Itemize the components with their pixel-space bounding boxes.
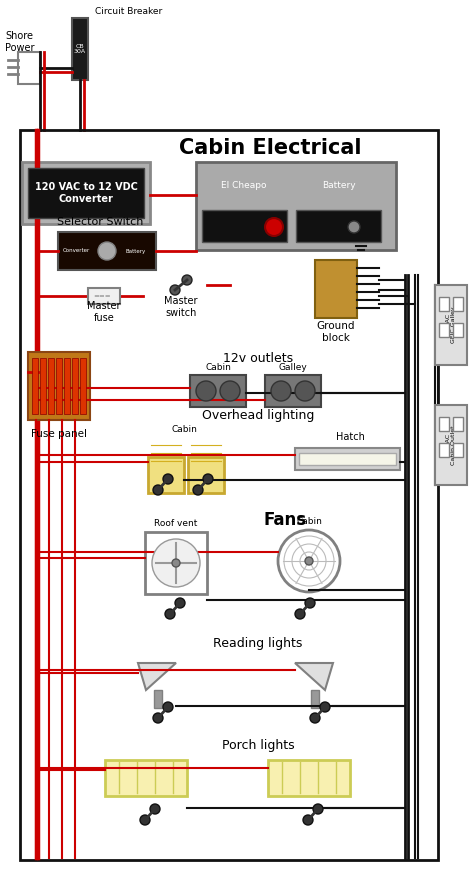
Text: El Cheapo: El Cheapo [221,181,267,190]
Bar [311,690,319,708]
Bar [64,358,70,414]
Circle shape [140,815,150,825]
Bar [145,532,207,594]
Text: Roof vent: Roof vent [155,518,198,527]
Circle shape [305,598,315,608]
Bar [48,358,54,414]
Circle shape [295,609,305,619]
Bar [439,443,449,457]
Circle shape [153,713,163,723]
Circle shape [175,598,185,608]
Bar [28,168,144,218]
Text: Selector Switch: Selector Switch [57,217,143,227]
Bar [154,690,162,708]
Bar [453,443,463,457]
Polygon shape [138,663,176,690]
Bar [202,210,287,242]
Circle shape [320,702,330,712]
Bar [28,352,90,420]
Text: Cabin: Cabin [171,426,197,435]
Bar [265,375,321,407]
Text: Overhead lighting: Overhead lighting [202,410,314,422]
Circle shape [220,381,240,401]
Text: CB
30A: CB 30A [74,44,86,54]
Circle shape [196,381,216,401]
Bar [439,297,449,311]
Circle shape [295,381,315,401]
Text: Circuit Breaker: Circuit Breaker [95,7,162,17]
Bar [295,448,400,470]
Text: ===: === [93,293,110,299]
Circle shape [193,485,203,495]
Text: Cabin: Cabin [205,363,231,372]
Text: Converter: Converter [63,249,90,253]
Text: Master
fuse: Master fuse [87,301,121,323]
Circle shape [348,221,360,233]
Circle shape [153,485,163,495]
Text: Porch lights: Porch lights [222,739,294,751]
Bar [435,285,467,365]
Text: Battery: Battery [126,249,146,253]
Bar [453,323,463,337]
Text: Master
switch: Master switch [164,296,198,317]
Circle shape [163,702,173,712]
Circle shape [313,804,323,814]
Text: 120VAC
GFIC Galley: 120VAC GFIC Galley [446,307,456,343]
Circle shape [170,285,180,295]
Text: Hatch: Hatch [336,432,365,442]
Bar [453,417,463,431]
Bar [315,260,357,318]
Circle shape [150,804,160,814]
Bar [88,288,120,304]
Bar [32,358,38,414]
Bar [439,417,449,431]
Circle shape [305,557,313,565]
Bar [56,358,62,414]
Circle shape [303,815,313,825]
Bar [72,18,88,80]
Polygon shape [295,663,333,690]
Text: Fuse panel: Fuse panel [31,429,87,439]
Text: Cabin Electrical: Cabin Electrical [179,138,361,158]
Circle shape [265,218,283,236]
Circle shape [152,539,200,587]
Bar [72,358,78,414]
Text: 120 VAC to 12 VDC
Converter: 120 VAC to 12 VDC Converter [35,182,137,204]
Circle shape [98,242,116,260]
Bar [80,358,86,414]
Circle shape [182,275,192,285]
Circle shape [172,559,180,567]
Bar [18,52,40,84]
Bar [20,130,438,860]
Bar [196,162,396,250]
Bar [148,457,184,493]
Bar [190,375,246,407]
Bar [296,210,381,242]
Bar [40,358,46,414]
Bar [22,162,150,224]
Bar [105,760,187,796]
Bar [299,453,396,465]
Bar [268,760,350,796]
Circle shape [271,381,291,401]
Text: 12v outlets: 12v outlets [223,351,293,364]
Text: Fans: Fans [264,511,307,529]
Text: 120VAC
Cabin Outlet: 120VAC Cabin Outlet [446,425,456,465]
Text: Cabin: Cabin [296,517,322,525]
Text: Battery: Battery [322,181,356,190]
Bar [188,457,224,493]
Text: Shore
Power: Shore Power [5,31,35,52]
Bar [58,232,156,270]
Text: Ground
block: Ground block [317,321,355,343]
Circle shape [163,474,173,484]
Text: Galley: Galley [279,363,307,372]
Circle shape [165,609,175,619]
Text: Reading lights: Reading lights [213,637,303,650]
Bar [439,323,449,337]
Circle shape [203,474,213,484]
Circle shape [278,530,340,592]
Circle shape [310,713,320,723]
Bar [435,405,467,485]
Bar [453,297,463,311]
